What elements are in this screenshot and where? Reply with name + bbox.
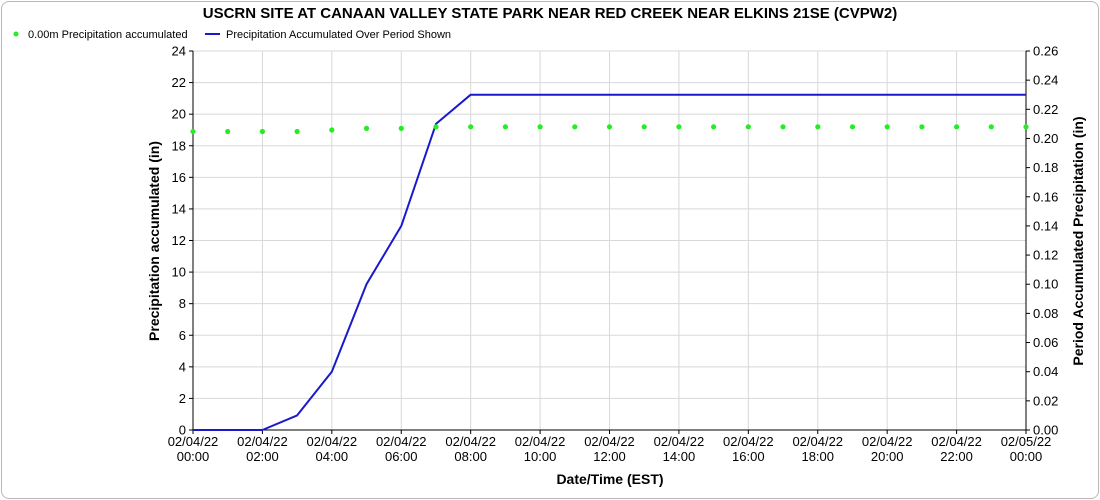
y-left-tick-label: 24 bbox=[172, 44, 186, 59]
y-left-tick-label: 12 bbox=[172, 233, 186, 248]
y-right-tick-label: 0.26 bbox=[1033, 44, 1058, 59]
data-point-precip-accumulated bbox=[815, 124, 821, 130]
legend-marker-scatter bbox=[13, 31, 19, 37]
y-axis-left-title: Precipitation accumulated (in) bbox=[146, 141, 162, 341]
y-right-tick-label: 0.16 bbox=[1033, 189, 1058, 204]
x-tick-label-time: 00:00 bbox=[1010, 449, 1043, 464]
data-point-precip-accumulated bbox=[711, 124, 717, 130]
data-point-precip-accumulated bbox=[398, 125, 404, 131]
data-point-precip-accumulated bbox=[988, 124, 994, 130]
y-left-tick-label: 6 bbox=[179, 328, 186, 343]
x-tick-label-time: 18:00 bbox=[801, 449, 834, 464]
y-right-tick-label: 0.24 bbox=[1033, 73, 1058, 88]
data-point-precip-accumulated bbox=[329, 127, 335, 133]
y-right-tick-label: 0.10 bbox=[1033, 277, 1058, 292]
data-point-precip-accumulated bbox=[780, 124, 786, 130]
x-tick-label-time: 14:00 bbox=[663, 449, 696, 464]
legend: 0.00m Precipitation accumulated Precipit… bbox=[13, 29, 451, 41]
y-right-tick-label: 0.02 bbox=[1033, 393, 1058, 408]
y-right-tick-label: 0.04 bbox=[1033, 364, 1058, 379]
x-tick-label-time: 08:00 bbox=[454, 449, 487, 464]
x-tick-label-time: 22:00 bbox=[940, 449, 973, 464]
x-tick-label-date: 02/04/22 bbox=[654, 434, 705, 449]
data-point-precip-accumulated bbox=[502, 124, 508, 130]
y-left-tick-label: 8 bbox=[179, 296, 186, 311]
data-point-precip-accumulated bbox=[190, 128, 196, 135]
data-point-precip-accumulated bbox=[919, 124, 925, 130]
x-axis-title: Date/Time (EST) bbox=[556, 471, 663, 487]
data-point-precip-accumulated bbox=[294, 128, 300, 135]
x-tick-label-time: 10:00 bbox=[524, 449, 557, 464]
legend-label-scatter: 0.00m Precipitation accumulated bbox=[28, 29, 188, 41]
data-point-precip-accumulated bbox=[676, 124, 682, 130]
data-point-precip-accumulated bbox=[884, 124, 890, 130]
x-tick-label-date: 02/05/22 bbox=[1001, 434, 1052, 449]
x-tick-label-date: 02/04/22 bbox=[237, 434, 288, 449]
chart-title: USCRN SITE AT CANAAN VALLEY STATE PARK N… bbox=[203, 5, 898, 22]
data-point-precip-accumulated bbox=[259, 128, 265, 135]
data-point-precip-accumulated bbox=[468, 124, 474, 130]
y-left-tick-label: 18 bbox=[172, 138, 186, 153]
y-left-tick-label: 22 bbox=[172, 75, 186, 90]
x-tick-label-date: 02/04/22 bbox=[168, 434, 219, 449]
x-tick-label-time: 12:00 bbox=[593, 449, 626, 464]
y-left-tick-label: 4 bbox=[179, 359, 186, 374]
data-point-precip-accumulated bbox=[641, 124, 647, 130]
y-right-tick-label: 0.08 bbox=[1033, 306, 1058, 321]
y-left-tick-label: 0 bbox=[179, 423, 186, 438]
x-tick-label-time: 02:00 bbox=[246, 449, 279, 464]
data-point-precip-accumulated bbox=[1023, 124, 1029, 130]
y-right-tick-label: 0.00 bbox=[1033, 423, 1058, 438]
data-point-precip-accumulated bbox=[606, 124, 613, 130]
y-left-tick-label: 20 bbox=[172, 107, 186, 122]
x-tick-label-time: 04:00 bbox=[316, 449, 349, 464]
x-tick-label-date: 02/04/22 bbox=[376, 434, 427, 449]
data-point-precip-accumulated bbox=[537, 124, 543, 130]
x-tick-label-date: 02/04/22 bbox=[862, 434, 913, 449]
data-point-precip-accumulated bbox=[745, 124, 751, 130]
legend-label-line: Precipitation Accumulated Over Period Sh… bbox=[226, 29, 451, 41]
y-right-tick-label: 0.22 bbox=[1033, 102, 1058, 117]
data-point-precip-accumulated bbox=[954, 124, 960, 130]
x-tick-label-date: 02/04/22 bbox=[445, 434, 496, 449]
x-tick-label-time: 00:00 bbox=[177, 449, 210, 464]
data-point-precip-accumulated bbox=[849, 124, 856, 130]
x-tick-label-date: 02/04/22 bbox=[515, 434, 566, 449]
axes bbox=[189, 50, 1030, 434]
y-axis-right-title: Period Accumulated Precipitation (in) bbox=[1070, 116, 1086, 365]
y-right-tick-label: 0.12 bbox=[1033, 248, 1058, 263]
data-point-precip-accumulated bbox=[363, 125, 370, 131]
grid-lines bbox=[192, 50, 1027, 431]
tick-labels: 02/04/2200:0002/04/2202:0002/04/2204:000… bbox=[168, 44, 1059, 465]
series-points-group bbox=[190, 124, 1029, 135]
x-tick-label-date: 02/04/22 bbox=[307, 434, 358, 449]
y-left-tick-label: 2 bbox=[179, 391, 186, 406]
y-left-tick-label: 10 bbox=[172, 265, 186, 280]
y-left-tick-label: 16 bbox=[172, 170, 186, 185]
x-tick-label-date: 02/04/22 bbox=[584, 434, 635, 449]
x-tick-label-date: 02/04/22 bbox=[931, 434, 982, 449]
y-right-tick-label: 0.20 bbox=[1033, 131, 1058, 146]
y-right-tick-label: 0.14 bbox=[1033, 218, 1058, 233]
data-point-precip-accumulated bbox=[225, 128, 231, 135]
x-tick-label-time: 20:00 bbox=[871, 449, 904, 464]
x-tick-label-date: 02/04/22 bbox=[792, 434, 843, 449]
series-line-group bbox=[193, 93, 1026, 431]
data-point-precip-accumulated bbox=[572, 124, 578, 130]
data-point-precip-accumulated bbox=[433, 124, 439, 130]
x-tick-label-time: 16:00 bbox=[732, 449, 765, 464]
series-line-period-accumulated bbox=[193, 93, 1026, 431]
y-right-tick-label: 0.06 bbox=[1033, 335, 1058, 350]
y-left-tick-label: 14 bbox=[172, 201, 186, 216]
x-tick-label-time: 06:00 bbox=[385, 449, 418, 464]
y-right-tick-label: 0.18 bbox=[1033, 160, 1058, 175]
x-tick-label-date: 02/04/22 bbox=[723, 434, 774, 449]
